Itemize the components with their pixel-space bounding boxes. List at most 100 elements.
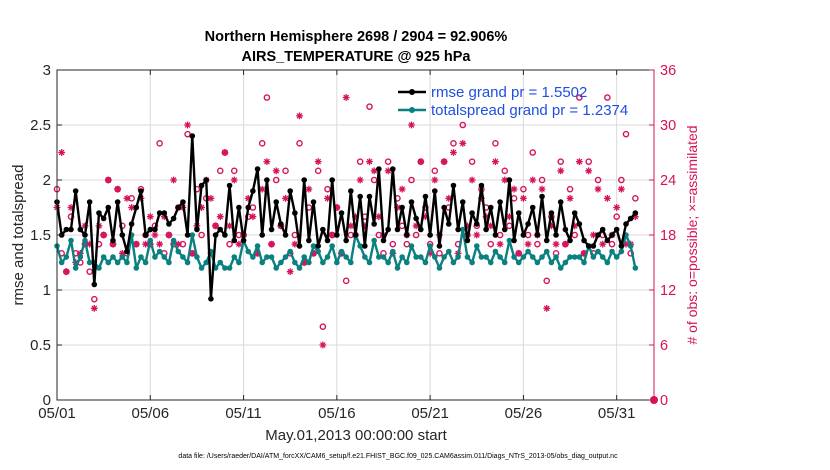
totalspread-point bbox=[501, 259, 508, 266]
totalspread-point bbox=[469, 259, 475, 266]
data-file-footnote: data file: /Users/raeder/DAI/ATM_forcXX/… bbox=[178, 453, 618, 460]
obs-assimilated-marker bbox=[249, 213, 257, 221]
totalspread-point bbox=[348, 259, 354, 266]
rmse-point bbox=[543, 237, 550, 244]
obs-possible-marker bbox=[128, 195, 135, 202]
obs-assimilated-marker bbox=[473, 231, 481, 239]
rmse-point bbox=[86, 199, 93, 205]
totalspread-point bbox=[562, 259, 569, 266]
obs-possible-marker bbox=[613, 213, 620, 220]
rmse-point bbox=[376, 166, 382, 172]
y2-tick-label: 0 bbox=[660, 393, 668, 409]
totalspread-point bbox=[427, 243, 433, 249]
totalspread-point bbox=[324, 254, 331, 260]
rmse-point bbox=[609, 232, 615, 238]
totalspread-point bbox=[142, 259, 149, 266]
obs-assimilated-marker bbox=[552, 240, 560, 248]
rmse-point bbox=[459, 199, 466, 205]
rmse-point bbox=[236, 204, 242, 211]
totalspread-point bbox=[292, 259, 298, 266]
obs-assimilated-marker bbox=[282, 194, 289, 202]
rmse-point bbox=[212, 232, 219, 238]
rmse-point bbox=[161, 210, 168, 216]
legend-rmse-marker bbox=[409, 89, 415, 95]
y2-tick-label: 18 bbox=[660, 228, 676, 244]
x-tick-label: 05/21 bbox=[411, 405, 449, 422]
obs-possible-marker bbox=[543, 277, 551, 285]
rmse-point bbox=[296, 243, 303, 249]
totalspread-point bbox=[599, 254, 606, 260]
obs-possible-marker bbox=[576, 94, 583, 101]
rmse-point bbox=[180, 199, 186, 205]
totalspread-point bbox=[334, 259, 340, 266]
totalspread-point bbox=[170, 237, 177, 244]
obs-assimilated-marker bbox=[459, 139, 467, 147]
totalspread-point bbox=[604, 259, 611, 266]
totalspread-point bbox=[198, 265, 205, 271]
obs-possible-marker bbox=[412, 231, 420, 239]
totalspread-point bbox=[152, 254, 158, 260]
totalspread-point bbox=[68, 237, 74, 244]
totalspread-point bbox=[525, 248, 531, 255]
totalspread-point bbox=[422, 259, 429, 266]
rmse-point bbox=[264, 177, 270, 183]
rmse-point bbox=[175, 204, 182, 211]
totalspread-point bbox=[413, 254, 419, 260]
obs-assimilated-marker bbox=[440, 158, 448, 166]
rmse-point bbox=[208, 296, 214, 302]
obs-possible-marker bbox=[179, 240, 187, 248]
obs-assimilated-marker bbox=[492, 158, 499, 166]
obs-possible-marker bbox=[506, 222, 513, 230]
y-tick-label: 0 bbox=[43, 392, 51, 409]
rmse-point bbox=[366, 193, 373, 200]
obs-possible-marker bbox=[86, 268, 93, 275]
rmse-point bbox=[348, 188, 354, 194]
y-tick-label: 2 bbox=[43, 172, 51, 189]
obs-assimilated-marker bbox=[207, 194, 215, 202]
totalspread-point bbox=[268, 254, 275, 260]
obs-assimilated-marker bbox=[263, 158, 271, 166]
totalspread-point bbox=[273, 265, 280, 271]
obs-possible-marker bbox=[450, 140, 457, 147]
rmse-point bbox=[226, 182, 233, 189]
totalspread-point bbox=[82, 237, 88, 244]
obs-possible-marker bbox=[403, 240, 411, 248]
rmse-point bbox=[511, 237, 517, 244]
rmse-point bbox=[119, 232, 126, 238]
obs-possible-marker bbox=[468, 158, 476, 165]
obs-assimilated-marker bbox=[90, 304, 98, 312]
obs-possible-marker bbox=[282, 167, 289, 175]
obs-assimilated-marker bbox=[417, 158, 425, 166]
totalspread-point bbox=[380, 254, 387, 260]
totalspread-point bbox=[222, 265, 228, 271]
totalspread-point bbox=[166, 259, 172, 266]
rmse-point bbox=[198, 182, 205, 189]
totalspread-point bbox=[595, 248, 601, 255]
x-tick-label: 05/06 bbox=[132, 405, 170, 422]
rmse-point bbox=[96, 210, 102, 216]
totalspread-point bbox=[86, 259, 93, 266]
rmse-point bbox=[473, 221, 480, 227]
rmse-point bbox=[539, 193, 545, 200]
totalspread-point bbox=[133, 265, 140, 271]
rmse-point bbox=[254, 166, 261, 172]
rmse-point bbox=[548, 210, 555, 216]
obs-assimilated-marker bbox=[515, 249, 523, 257]
rmse-point bbox=[371, 221, 377, 227]
obs-assimilated-marker bbox=[104, 176, 112, 184]
obs-assimilated-marker bbox=[342, 94, 350, 101]
rmse-point bbox=[431, 188, 438, 194]
obs-assimilated-marker bbox=[617, 185, 625, 193]
rmse-point bbox=[618, 243, 625, 249]
totalspread-point bbox=[287, 248, 294, 255]
totalspread-point bbox=[194, 254, 200, 260]
y-axis-label: rmse and totalspread bbox=[10, 165, 27, 306]
obs-assimilated-marker bbox=[557, 167, 565, 175]
obs-assimilated-marker bbox=[594, 185, 602, 193]
totalspread-point bbox=[627, 243, 634, 249]
obs-assimilated-marker bbox=[305, 185, 313, 193]
obs-possible-marker bbox=[632, 195, 639, 202]
chart-title-line2: AIRS_TEMPERATURE @ 925 hPa bbox=[241, 49, 471, 65]
obs-possible-marker bbox=[594, 176, 602, 184]
obs-possible-marker bbox=[258, 140, 266, 147]
